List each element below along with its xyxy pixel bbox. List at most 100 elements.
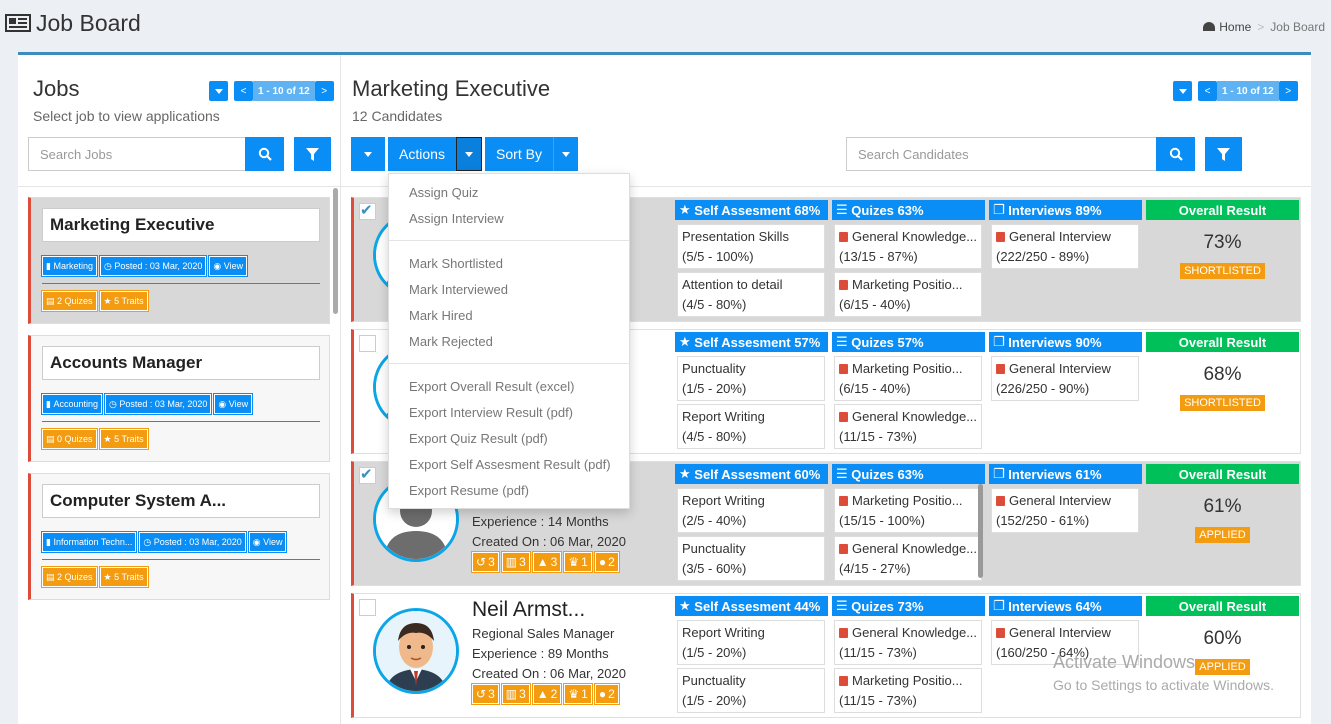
job-title: Accounts Manager <box>42 346 320 380</box>
quiz-item: Marketing Positio... (11/15 - 73%) <box>834 668 982 713</box>
jobs-subtitle: Select job to view applications <box>33 108 220 124</box>
overall-percentage: 68% <box>1203 364 1242 385</box>
candidate-badge: ● 2 <box>593 551 620 573</box>
windows-watermark-subtitle: Go to Settings to activate Windows. <box>1053 677 1274 693</box>
trash-icon[interactable] <box>839 280 848 290</box>
trash-icon[interactable] <box>996 364 1005 374</box>
menu-mark-rejected[interactable]: Mark Rejected <box>409 334 493 349</box>
clock-icon: ◷ <box>108 398 120 409</box>
job-view-link[interactable]: ◉ View <box>208 255 249 277</box>
candidate-card[interactable]: ✔ Experience : 14 Months Created On : 06 M… <box>351 461 1301 586</box>
filter-icon <box>1217 147 1230 161</box>
quiz-header: ☰ Quizes 63% <box>832 200 985 220</box>
trash-icon[interactable] <box>839 232 848 242</box>
star-icon: ★ <box>679 466 695 481</box>
trash-icon[interactable] <box>996 232 1005 242</box>
quiz-item: General Knowledge... (11/15 - 73%) <box>834 404 982 449</box>
dashboard-icon <box>1203 22 1216 31</box>
list-icon: ▤ <box>46 433 58 444</box>
menu-mark-shortlisted[interactable]: Mark Shortlisted <box>409 256 503 271</box>
candidate-checkbox[interactable] <box>359 599 376 616</box>
actions-dropdown-menu: Assign Quiz Assign Interview Mark Shortl… <box>388 173 630 509</box>
menu-export-self-assessment[interactable]: Export Self Assesment Result (pdf) <box>409 457 611 472</box>
page-header: Job Board Home > Job Board <box>0 0 1331 52</box>
checkmark-icon: ✔ <box>360 202 373 219</box>
candidates-pager-menu-button[interactable] <box>1173 81 1192 101</box>
star-icon: ★ <box>679 598 695 613</box>
menu-assign-quiz[interactable]: Assign Quiz <box>409 185 479 200</box>
status-badge: APPLIED <box>1195 527 1250 543</box>
candidate-checkbox[interactable] <box>359 467 376 484</box>
copy-icon: ❐ <box>993 202 1009 217</box>
candidate-checkbox[interactable] <box>359 203 376 220</box>
trash-icon[interactable] <box>839 676 848 686</box>
job-view-link[interactable]: ◉ View <box>247 531 288 553</box>
overall-percentage: 61% <box>1203 496 1242 517</box>
windows-watermark-title: Activate Windows <box>1053 652 1196 672</box>
list-icon: ☰ <box>836 466 852 481</box>
job-posted-tag: ◷ Posted : 03 Mar, 2020 <box>138 531 247 553</box>
menu-export-interview[interactable]: Export Interview Result (pdf) <box>409 405 574 420</box>
sortby-caret-button[interactable] <box>553 137 578 171</box>
search-candidates-input[interactable]: Search Candidates <box>846 137 1157 171</box>
interview-item: General Interview (160/250 - 64%) <box>991 620 1139 665</box>
job-card-computer-system[interactable]: Computer System A... ▮ Information Techn… <box>28 473 330 600</box>
breadcrumb-home[interactable]: Home <box>1219 20 1252 34</box>
jobs-scrollbar[interactable] <box>333 188 338 314</box>
quiz-item: General Knowledge... (11/15 - 73%) <box>834 620 982 665</box>
search-jobs-input[interactable]: Search Jobs <box>28 137 246 171</box>
jobs-pager-prev-button[interactable]: < <box>234 81 253 101</box>
trash-icon[interactable] <box>839 496 848 506</box>
filter-jobs-button[interactable] <box>294 137 331 171</box>
interviews-column: ❐ Interviews 89% General Interview (222/25… <box>989 200 1142 269</box>
candidates-pager-next-button[interactable]: > <box>1278 81 1298 101</box>
trash-icon[interactable] <box>839 412 848 422</box>
jobs-pager-next-button[interactable]: > <box>314 81 334 101</box>
candidate-badge: ♛ 1 <box>563 683 593 705</box>
trash-icon[interactable] <box>839 364 848 374</box>
candidate-card[interactable]: Neil Armst... Regional Sales Manager Exper… <box>351 593 1301 718</box>
candidate-badge: ↺ 3 <box>471 551 500 573</box>
menu-mark-hired[interactable]: Mark Hired <box>409 308 473 323</box>
self-assessment-item: Punctuality (3/5 - 60%) <box>677 536 825 581</box>
actions-caret-button[interactable] <box>456 137 482 171</box>
select-toggle-button[interactable] <box>351 137 385 171</box>
star-icon: ★ <box>103 433 115 444</box>
interview-item: General Interview (226/250 - 90%) <box>991 356 1139 401</box>
trash-icon[interactable] <box>996 496 1005 506</box>
copy-icon: ❐ <box>993 466 1009 481</box>
menu-export-resume[interactable]: Export Resume (pdf) <box>409 483 529 498</box>
quiz-scrollbar[interactable] <box>978 484 983 578</box>
graduation-cap-icon: ▲ <box>536 555 549 569</box>
trash-icon[interactable] <box>996 628 1005 638</box>
interviews-header: ❐ Interviews 90% <box>989 332 1142 352</box>
menu-export-overall[interactable]: Export Overall Result (excel) <box>409 379 575 394</box>
trash-icon[interactable] <box>839 628 848 638</box>
search-jobs-button[interactable] <box>245 137 284 171</box>
quiz-header: ☰ Quizes 73% <box>832 596 985 616</box>
menu-assign-interview[interactable]: Assign Interview <box>409 211 504 226</box>
candidates-title: Marketing Executive <box>352 76 551 101</box>
search-candidates-button[interactable] <box>1156 137 1195 171</box>
job-view-link[interactable]: ◉ View <box>213 393 254 415</box>
candidates-pager-prev-button[interactable]: < <box>1198 81 1217 101</box>
sortby-button[interactable]: Sort By <box>485 137 553 171</box>
candidate-checkbox[interactable] <box>359 335 376 352</box>
trash-icon[interactable] <box>839 544 848 554</box>
menu-export-quiz[interactable]: Export Quiz Result (pdf) <box>409 431 548 446</box>
job-card-marketing-executive[interactable]: Marketing Executive ▮ Marketing ◷ Posted… <box>28 197 330 324</box>
copy-icon: ❐ <box>993 334 1009 349</box>
candidate-experience: Experience : 89 Months <box>472 646 609 661</box>
job-card-accounts-manager[interactable]: Accounts Manager ▮ Accounting ◷ Posted :… <box>28 335 330 462</box>
job-title: Marketing Executive <box>42 208 320 242</box>
bookmark-icon: ▮ <box>46 260 54 271</box>
eye-icon: ◉ <box>218 398 229 409</box>
actions-button[interactable]: Actions <box>388 137 456 171</box>
filter-candidates-button[interactable] <box>1205 137 1242 171</box>
jobs-pager-menu-button[interactable] <box>209 81 228 101</box>
overall-percentage: 73% <box>1203 232 1242 253</box>
candidate-name[interactable]: Neil Armst... <box>472 598 586 621</box>
job-quizzes-tag: ▤ 0 Quizes <box>41 428 98 450</box>
job-category-tag: ▮ Accounting <box>41 393 103 415</box>
menu-mark-interviewed[interactable]: Mark Interviewed <box>409 282 508 297</box>
